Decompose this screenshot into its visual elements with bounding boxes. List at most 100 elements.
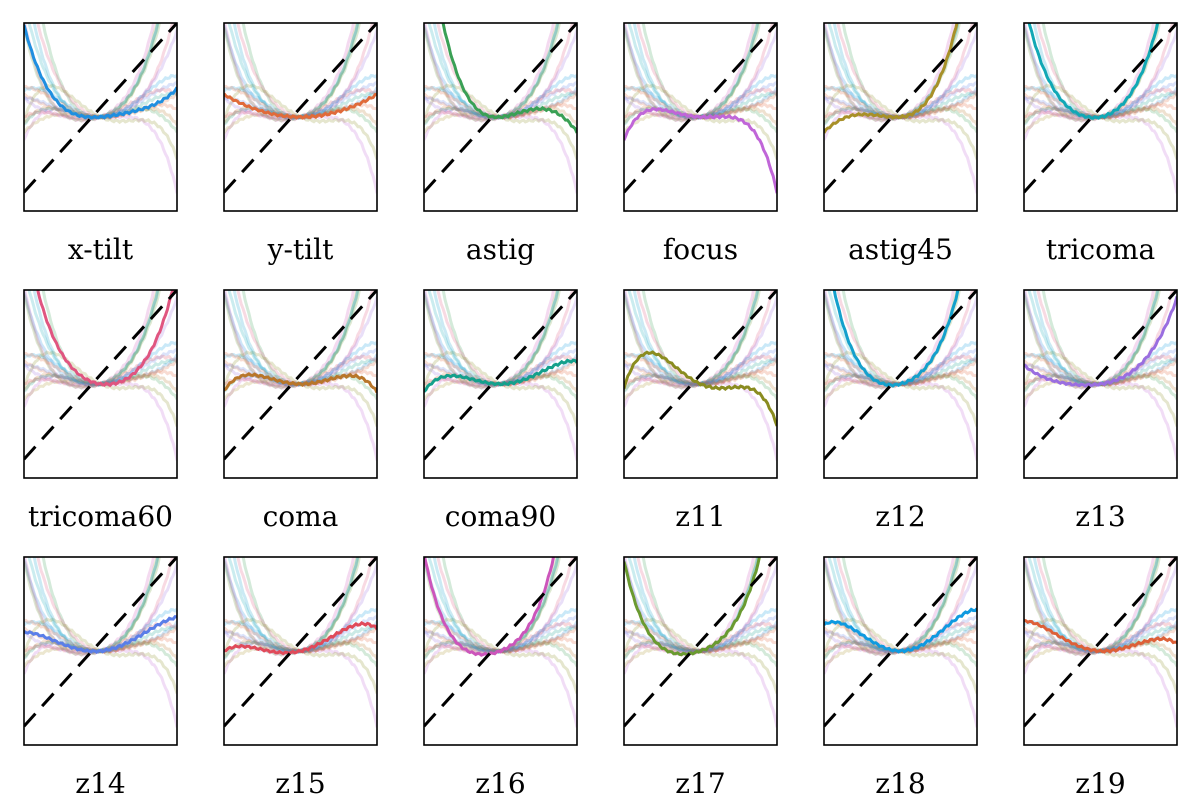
panel-plot-area <box>624 23 777 194</box>
panel-frame <box>423 289 578 479</box>
panel-frame <box>223 556 378 746</box>
panel-label: x-tilt <box>68 233 134 266</box>
main-curve-coma90 <box>424 358 577 393</box>
panel-label: tricoma <box>1046 233 1155 266</box>
main-curve-z12 <box>832 290 960 388</box>
panel-frame <box>223 289 378 479</box>
panel-label: z18 <box>875 767 925 800</box>
main-curve-z13 <box>1024 295 1177 388</box>
panel-z14: z14 <box>23 556 178 800</box>
panel-z15: z15 <box>223 556 378 800</box>
panel-plot-area <box>1024 290 1177 461</box>
faint-curve <box>832 23 960 121</box>
panel-frame <box>1023 22 1178 212</box>
panel-frame <box>23 22 178 212</box>
main-curve-y-tilt <box>224 92 377 120</box>
panel-tricoma: tricoma <box>1023 22 1178 266</box>
panel-plot-area <box>624 290 777 461</box>
panel-label: z13 <box>1075 500 1125 533</box>
main-curve-coma <box>224 372 377 394</box>
panel-frame <box>623 289 778 479</box>
panel-label: z16 <box>475 767 525 800</box>
panel-z17: z17 <box>623 556 778 800</box>
panel-frame <box>23 289 178 479</box>
reference-diagonal <box>624 557 777 728</box>
main-curve-z11 <box>624 350 777 427</box>
panel-z16: z16 <box>423 556 578 800</box>
reference-diagonal <box>1024 23 1177 194</box>
panel-plot-area <box>24 23 177 194</box>
faint-curve <box>632 23 760 121</box>
main-curve-astig45 <box>824 23 959 134</box>
panel-frame <box>1023 289 1178 479</box>
panel-plot-area <box>424 557 577 728</box>
panel-label: z11 <box>675 500 725 533</box>
panel-frame <box>823 289 978 479</box>
panel-label: coma <box>263 500 339 533</box>
panel-frame <box>23 556 178 746</box>
panel-label: z14 <box>75 767 125 800</box>
panel-tricoma60: tricoma60 <box>23 289 178 533</box>
panel-label: y-tilt <box>267 233 334 266</box>
panel-plot-area <box>24 290 177 461</box>
panel-plot-area <box>424 290 577 461</box>
panel-z12: z12 <box>823 289 978 533</box>
reference-diagonal <box>624 23 777 194</box>
panel-frame <box>223 22 378 212</box>
panel-frame <box>623 22 778 212</box>
panel-label: tricoma60 <box>28 500 173 533</box>
reference-diagonal <box>1024 290 1177 461</box>
faint-curve <box>432 23 560 121</box>
panel-frame <box>423 22 578 212</box>
reference-diagonal <box>624 290 777 461</box>
main-curve-z18 <box>824 607 977 654</box>
panel-z13: z13 <box>1023 289 1178 533</box>
reference-diagonal <box>824 557 977 728</box>
panel-label: z17 <box>675 767 725 800</box>
main-curve-focus <box>624 107 777 194</box>
panel-z18: z18 <box>823 556 978 800</box>
reference-diagonal <box>224 557 377 728</box>
reference-diagonal <box>224 290 377 461</box>
main-curve-astig <box>441 23 577 134</box>
panel-plot-area <box>624 557 777 728</box>
reference-diagonal <box>424 557 577 728</box>
reference-diagonal <box>424 290 577 461</box>
reference-diagonal <box>424 23 577 194</box>
panel-frame <box>623 556 778 746</box>
panel-coma: coma <box>223 289 378 533</box>
reference-diagonal <box>224 23 377 194</box>
panel-plot-area <box>424 23 577 194</box>
panel-label: astig <box>466 233 535 266</box>
panel-frame <box>423 556 578 746</box>
panel-plot-area <box>1024 23 1177 194</box>
panel-plot-area <box>824 557 977 728</box>
panel-astig: astig <box>423 22 578 266</box>
panel-label: z12 <box>875 500 925 533</box>
panel-y-tilt: y-tilt <box>223 22 378 266</box>
panel-label: z15 <box>275 767 325 800</box>
main-curve-z19 <box>1024 618 1177 654</box>
panel-frame <box>823 22 978 212</box>
panel-plot-area <box>224 290 377 461</box>
panel-frame <box>1023 556 1178 746</box>
panel-astig45: astig45 <box>823 22 978 266</box>
main-curve-z16 <box>424 557 556 657</box>
panel-plot-area <box>224 557 377 728</box>
main-curve-tricoma <box>1027 23 1160 120</box>
reference-diagonal <box>824 23 977 194</box>
reference-diagonal <box>24 290 177 461</box>
main-curve-x-tilt <box>24 24 177 120</box>
panel-plot-area <box>824 290 977 461</box>
panel-z11: z11 <box>623 289 778 533</box>
main-curve-z15 <box>224 620 377 656</box>
reference-diagonal <box>824 290 977 461</box>
panels-layer: x-tilt y-tilt astig focus astig45 tricoma tric… <box>23 22 1178 800</box>
panel-label: focus <box>663 233 738 266</box>
panel-z19: z19 <box>1023 556 1178 800</box>
panel-focus: focus <box>623 22 778 266</box>
panel-coma90: coma90 <box>423 289 578 533</box>
main-curve-tricoma60 <box>36 290 175 388</box>
panel-plot-area <box>24 557 177 728</box>
